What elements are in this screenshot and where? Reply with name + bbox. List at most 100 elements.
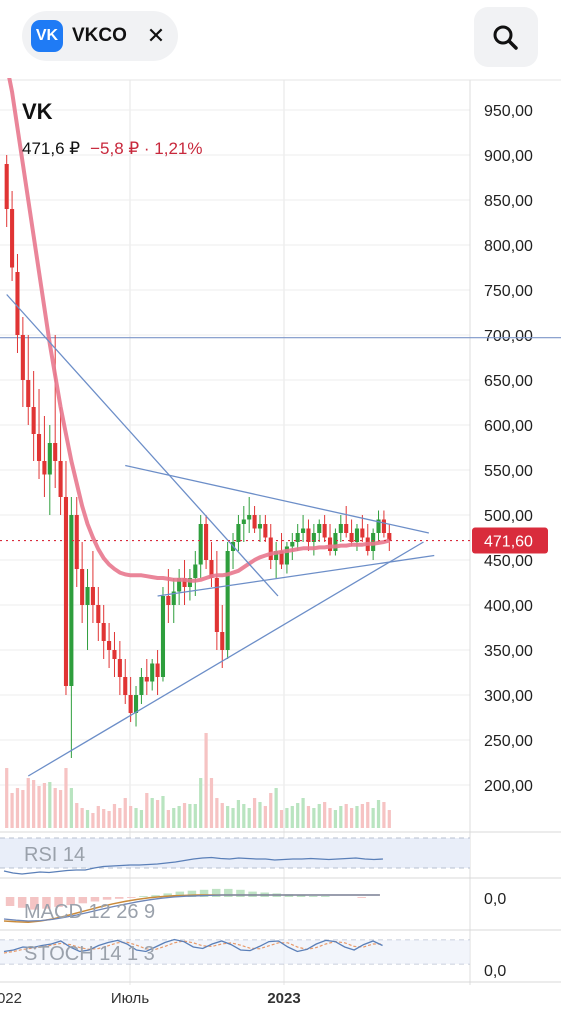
- candle-body: [225, 551, 230, 650]
- candle-body: [85, 587, 90, 605]
- candle-body: [69, 515, 74, 686]
- last-price-badge: [472, 527, 548, 554]
- volume-bar: [263, 806, 267, 828]
- rsi-title: RSI 14: [24, 844, 85, 866]
- volume-bar: [269, 793, 273, 828]
- candle-body: [101, 623, 106, 641]
- candle-body: [31, 407, 36, 434]
- moving-average-line: [4, 64, 390, 583]
- candle-body: [209, 560, 214, 578]
- top-bar: VK VKCO ✕: [0, 0, 561, 78]
- candle-body: [257, 524, 263, 529]
- candle-body: [128, 695, 133, 713]
- candle-body: [160, 596, 166, 677]
- candle-body: [26, 380, 31, 407]
- candle-body: [139, 677, 144, 695]
- candle-body: [63, 497, 69, 686]
- candle-body: [263, 524, 268, 538]
- volume-bar: [333, 810, 338, 828]
- candle-body: [360, 528, 365, 538]
- trendline: [157, 554, 435, 597]
- candle-body: [344, 524, 349, 533]
- candle-body: [53, 443, 58, 461]
- macd-histogram-bar: [308, 896, 318, 897]
- volume-bar: [387, 810, 391, 828]
- macd-histogram-bar: [114, 897, 124, 899]
- macd-histogram-bar: [17, 897, 27, 908]
- candle-body: [36, 434, 42, 461]
- volume-bar: [317, 804, 321, 828]
- volume-bar: [53, 788, 57, 828]
- candle-body: [301, 528, 306, 533]
- volume-bar: [155, 800, 160, 828]
- volume-bar: [75, 803, 79, 828]
- candle-body: [241, 519, 246, 524]
- instrument-chip[interactable]: VK VKCO ✕: [22, 11, 178, 61]
- volume-bar: [10, 793, 14, 828]
- volume-bar: [118, 808, 122, 828]
- volume-bar: [258, 802, 262, 828]
- macd-histogram-bar: [5, 897, 15, 906]
- macd-histogram-bar: [236, 889, 245, 897]
- ticker-title: VK: [22, 99, 53, 124]
- candle-body: [247, 515, 252, 520]
- candle-body: [193, 564, 198, 578]
- volume-bar: [204, 733, 208, 828]
- candle-body: [90, 587, 95, 605]
- y-tick-label: 600,00: [484, 418, 533, 435]
- candle-body: [182, 578, 187, 587]
- volume-bar: [285, 808, 289, 828]
- volume-bar: [145, 793, 149, 828]
- macd-histogram-bar: [151, 895, 160, 897]
- candle-body: [252, 515, 257, 529]
- stoch-title: STOCH 14 1 3: [24, 943, 155, 965]
- candle-body: [171, 591, 176, 605]
- volume-bar: [188, 804, 192, 828]
- candle-body: [107, 641, 112, 650]
- macd-histogram-bar: [296, 895, 306, 897]
- candle-body: [387, 533, 392, 541]
- stoch-zero-label: 0,0: [484, 963, 506, 980]
- volume-bar: [69, 788, 73, 828]
- volume-bar: [48, 782, 52, 828]
- volume-bar: [64, 768, 68, 828]
- y-tick-label: 800,00: [484, 238, 533, 255]
- volume-bar: [134, 808, 138, 828]
- candle-body: [15, 272, 20, 335]
- last-price-label: 471,60: [484, 534, 533, 551]
- volume-bar: [220, 803, 224, 828]
- y-tick-label: 950,00: [484, 103, 533, 120]
- candle-body: [166, 596, 171, 605]
- candle-body: [117, 659, 122, 677]
- macd-histogram-bar: [78, 897, 88, 904]
- volume-bar: [312, 808, 316, 828]
- volume-bar: [80, 808, 84, 828]
- trendline: [125, 464, 430, 534]
- candle-body: [4, 164, 9, 209]
- volume-bar: [5, 768, 9, 828]
- y-tick-label: 750,00: [484, 283, 533, 300]
- volume-bar: [242, 804, 246, 828]
- macd-histogram-bar: [102, 897, 112, 900]
- close-icon[interactable]: ✕: [146, 23, 166, 48]
- candle-body: [354, 528, 360, 542]
- volume-bar: [231, 808, 235, 828]
- volume-bar: [376, 800, 381, 828]
- volume-bar: [58, 790, 63, 828]
- trendline: [6, 294, 279, 597]
- volume-bar: [247, 808, 251, 828]
- candle-body: [150, 663, 155, 682]
- volume-bar: [102, 809, 106, 828]
- volume-bar: [177, 806, 181, 828]
- volume-bar: [339, 806, 343, 828]
- volume-bar: [290, 806, 294, 828]
- x-tick-label: Июль: [111, 990, 149, 1007]
- candle-body: [349, 533, 354, 542]
- stoch-k-line: [3, 938, 383, 953]
- y-tick-label: 550,00: [484, 463, 533, 480]
- candle-body: [20, 335, 25, 380]
- macd-histogram-bar: [127, 897, 136, 898]
- macd-histogram-bar: [224, 888, 233, 897]
- search-button[interactable]: [474, 7, 538, 67]
